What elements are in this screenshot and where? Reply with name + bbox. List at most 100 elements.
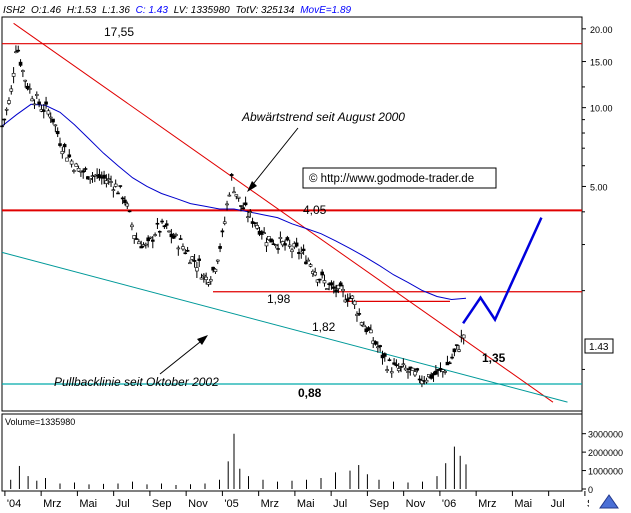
price-bar-body (151, 239, 155, 242)
price-bar-body (246, 216, 250, 219)
price-bar-body (209, 279, 213, 282)
last-price-value: 1.43 (589, 342, 609, 353)
price-bar-body (338, 282, 343, 287)
price-bar-body (211, 266, 215, 271)
price-bar-body (204, 276, 208, 280)
volume-tick-label: 0 (588, 485, 593, 495)
time-tick-label: Mai (297, 498, 315, 510)
volume-bars (10, 433, 467, 489)
price-bar-body (290, 249, 294, 252)
price-bar-body (253, 222, 257, 224)
price-bar-body (162, 225, 167, 228)
time-tick-label: Nov (188, 498, 208, 510)
price-bar-body (218, 246, 222, 249)
price-bar-body (234, 194, 239, 197)
price-bar-body (225, 203, 229, 206)
price-bar-body (301, 248, 306, 252)
price-bar-body (215, 259, 220, 262)
price-bar-body (148, 236, 153, 239)
volume-tick-label: 3000000 (588, 430, 623, 440)
price-bar-body (403, 367, 408, 371)
price-bar-body (55, 130, 60, 135)
time-tick-label: '05 (224, 498, 238, 510)
watermark-box: © http://www.godmode-trader.de (302, 167, 497, 189)
moving-average (1, 103, 467, 301)
price-bar-body (41, 109, 46, 112)
price-bar-body (373, 341, 378, 345)
label-1-35: 1,35 (482, 351, 506, 365)
price-bar-body (81, 170, 85, 173)
price-bar-body (164, 223, 169, 226)
price-bar-body (269, 238, 273, 243)
price-bar-body (132, 235, 137, 239)
price-bar-body (345, 298, 350, 302)
price-bar-body (21, 70, 25, 72)
price-bar-body (266, 236, 271, 241)
price-bar-body (299, 251, 304, 254)
price-bar-body (197, 258, 201, 261)
price-bar-body (183, 252, 188, 255)
price-bar-body (86, 176, 90, 180)
time-tick-label: Mai (79, 498, 97, 510)
price-bar-body (83, 168, 88, 170)
price-bar-body (452, 348, 457, 353)
time-tick-label: Mrz (43, 498, 61, 510)
price-tick-label: 20.00 (590, 25, 613, 35)
price-bar-body (97, 174, 102, 179)
price-bar-body (285, 237, 290, 241)
time-tick-label: Nov (406, 498, 426, 510)
downtrend-annotation: Abwärtstrend seit August 2000 (241, 110, 405, 124)
price-bar-body (16, 49, 21, 52)
high-value: H:1.53 (67, 5, 97, 16)
price-bar-body (72, 170, 76, 172)
time-axis: '04 Mrz Mai Jul Sep Nov '05 Mrz Mai Jul Sep Nov '06 M… (2, 490, 606, 510)
price-bar-body (331, 286, 336, 289)
price-bar-body (185, 249, 190, 252)
price-bar-body (48, 116, 53, 119)
price-tick-label: 5.00 (590, 182, 608, 192)
price-bar-body (417, 378, 422, 381)
price-bar-body (236, 196, 241, 199)
price-bar-body (366, 327, 371, 331)
price-bar-body (178, 238, 183, 240)
price-bar-body (195, 267, 199, 272)
trendlines (1, 22, 568, 403)
price-bar-body (313, 272, 318, 276)
price-bar-body (308, 264, 313, 267)
low-value: L:1.36 (102, 5, 130, 16)
price-bar-body (104, 180, 109, 184)
price-bar-body (58, 143, 62, 146)
symbol: ISH2 (3, 5, 26, 16)
time-tick-label: Sep (369, 498, 389, 510)
price-bar-body (369, 329, 373, 334)
price-bar-body (192, 260, 197, 262)
price-bar-body (294, 242, 299, 247)
price-bars (0, 45, 466, 388)
price-bar-body (102, 174, 106, 179)
price-bar-body (146, 237, 150, 242)
price-bar-body (62, 144, 67, 148)
price-bar-body (67, 154, 72, 158)
price-bar-body (264, 242, 269, 247)
price-bar-body (213, 268, 218, 272)
price-bar-body (174, 234, 178, 236)
price-bar-body (206, 282, 211, 285)
price-bar-body (32, 103, 37, 106)
price-bar-body (109, 181, 113, 183)
price-bar-body (137, 241, 141, 245)
price-bar-body (283, 243, 287, 246)
price-bar-body (382, 353, 387, 357)
price-bar-body (334, 289, 338, 293)
price-bar-body (18, 61, 23, 66)
horizontal-levels (2, 43, 582, 385)
price-bar-body (25, 85, 30, 90)
price-tick-label: 10.00 (590, 104, 613, 114)
price-bar-body (278, 237, 283, 239)
pullback-arrowhead (197, 335, 208, 345)
projection-line (462, 217, 543, 325)
volume-label: Volume=1335980 (5, 417, 75, 427)
price-bar-body (28, 88, 32, 90)
price-bar-body (130, 224, 134, 228)
price-bar-body (160, 220, 164, 223)
